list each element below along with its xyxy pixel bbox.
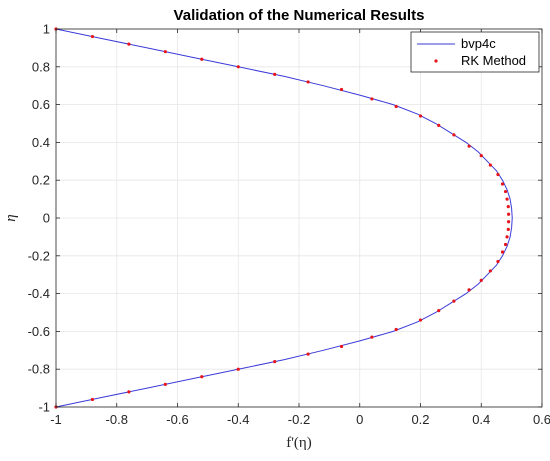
x-tick-label: -0.8 [106,412,128,427]
legend: bvp4c RK Method [410,31,540,73]
legend-label-bvp4c: bvp4c [461,36,496,51]
data-point-rk-method [236,367,240,371]
data-point-rk-method [306,80,310,84]
y-tick-label: 0 [43,211,50,226]
data-point-rk-method [479,278,483,282]
x-tick-label: 0.2 [411,412,429,427]
data-point-rk-method [500,182,505,186]
data-point-rk-method [394,104,398,109]
data-point-rk-method [437,123,441,127]
x-tick-label: 0 [356,412,363,427]
data-point-rk-method [479,154,483,158]
data-point-rk-method [496,172,500,177]
x-tick-label: -1 [50,412,62,427]
data-point-rk-method [127,390,131,394]
data-point-rk-method [90,397,95,402]
y-tick-label: 0.6 [32,97,50,112]
x-tick-label: 0.4 [472,412,490,427]
x-tick-label: -0.2 [288,412,310,427]
x-axis-title: f'(η) [286,435,312,451]
data-point-rk-method [339,344,344,349]
chart-title: Validation of the Numerical Results [174,7,425,24]
data-point-rk-method [370,97,374,101]
y-tick-label: 1 [43,22,50,37]
data-point-rk-method [506,220,511,224]
data-point-rk-method [505,197,509,201]
data-point-rk-method [200,57,204,61]
y-tick-label: 0.2 [32,173,50,188]
y-axis: -1 -0.8 -0.6 -0.4 -0.2 0 0.2 0.4 0.6 0.8 1 [28,22,542,415]
x-axis: -1 -0.8 -0.6 -0.4 -0.2 0 0.2 0.4 0.6 [50,29,550,427]
data-point-rk-method [163,382,167,386]
data-point-rk-method [163,50,167,54]
data-point-rk-method [127,42,131,46]
legend-label-rk-method: RK Method [461,53,526,68]
data-point-rk-method [90,34,95,39]
y-tick-label: 0.4 [32,135,50,150]
y-tick-label: -0.6 [28,324,50,339]
grid [55,28,543,408]
data-point-rk-method [306,352,310,356]
data-point-rk-method [236,65,240,69]
y-tick-label: -1 [38,400,50,415]
data-point-rk-method [488,269,492,273]
data-point-rk-method [370,335,374,339]
y-axis-title: η [3,214,19,221]
series-line-bvp4c [55,28,513,408]
data-point-rk-method [467,144,471,148]
data-point-rk-method [505,235,509,239]
y-tick-label: -0.4 [28,286,50,301]
data-point-rk-method [488,163,492,167]
data-point-rk-method [273,360,277,364]
legend-box [410,31,540,73]
data-point-rk-method [503,189,508,194]
y-tick-label: 0.8 [32,59,50,74]
legend-marker-rk-method [434,59,438,63]
y-tick-label: -0.8 [28,362,50,377]
data-point-rk-method [503,242,508,247]
data-point-rk-method [339,87,344,92]
data-point-rk-method [452,299,456,303]
series-layer [54,27,513,409]
data-point-rk-method [506,227,510,231]
data-point-rk-method [437,309,441,313]
data-point-rk-method [506,212,511,216]
data-point-rk-method [506,205,510,209]
data-point-rk-method [200,375,204,379]
x-tick-label: -0.6 [166,412,188,427]
data-point-rk-method [496,259,500,264]
data-point-rk-method [418,318,423,322]
x-tick-label: 0.6 [533,412,550,427]
data-point-rk-method [418,114,423,118]
data-point-rk-method [273,72,277,76]
data-point-rk-method [394,327,398,332]
y-tick-label: -0.2 [28,248,50,263]
data-point-rk-method [500,250,505,254]
x-tick-label: -0.4 [227,412,249,427]
data-point-rk-method [467,288,471,292]
data-point-rk-method [452,133,456,137]
